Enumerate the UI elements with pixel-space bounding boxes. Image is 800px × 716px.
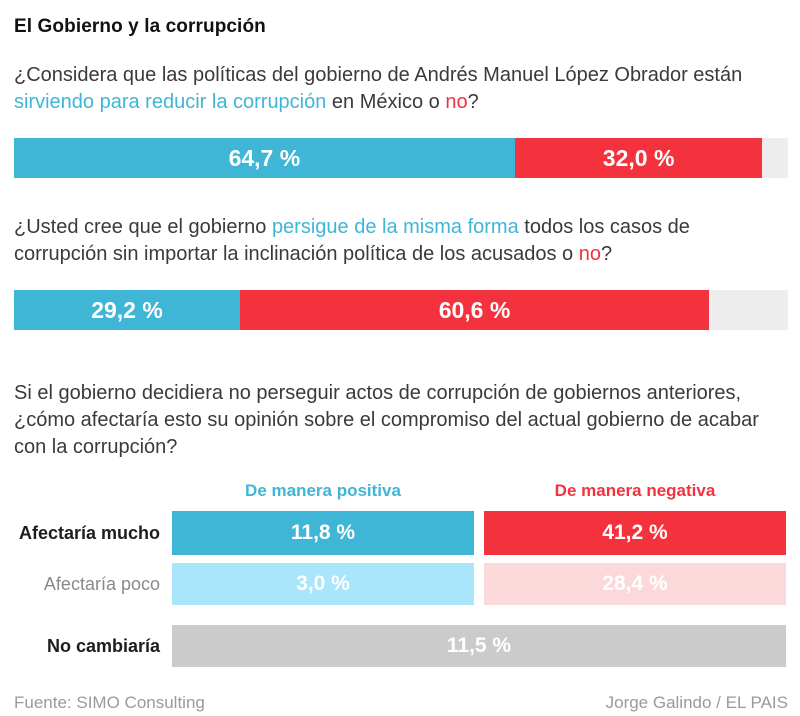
question-text: ?	[467, 91, 479, 113]
value-negative-poco: 28,4 %	[602, 572, 668, 595]
author-credit: Jorge Galindo / EL PAIS	[605, 693, 788, 712]
question-3: Si el gobierno decidiera no perseguir ac…	[14, 380, 786, 461]
bar-neutral-no-cambiaria: 11,5 %	[172, 625, 786, 667]
column-header-negative: De manera negativa	[554, 481, 716, 500]
question-2: ¿Usted cree que el gobierno persigue de …	[14, 214, 786, 268]
q1-negative-value: 32,0 %	[602, 144, 675, 171]
bar-negative-poco: 28,4 %	[484, 563, 786, 605]
value-positive-mucho: 11,8 %	[290, 521, 356, 544]
highlight-positive: persigue de la misma forma	[271, 216, 519, 238]
q3-table: De manera positiva De manera negativa Af…	[14, 481, 786, 667]
value-positive-poco: 3,0 %	[296, 572, 350, 595]
q2-bar-negative: 60,6 %	[240, 290, 710, 330]
row-label: Afectaría mucho	[18, 522, 160, 543]
question-text: Si el gobierno decidiera no perseguir ac…	[14, 382, 759, 458]
footer: Fuente: SIMO Consulting Jorge Galindo / …	[14, 693, 788, 713]
bar-positive-poco: 3,0 %	[172, 563, 474, 605]
column-header-positive: De manera positiva	[245, 481, 401, 500]
bar-positive-mucho: 11,8 %	[172, 511, 474, 555]
question-text: ¿Considera que las políticas del gobiern…	[14, 64, 743, 86]
highlight-negative: no	[578, 243, 601, 265]
q2-negative-value: 60,6 %	[438, 296, 511, 323]
question-1: ¿Considera que las políticas del gobiern…	[14, 62, 786, 116]
q1-positive-value: 64,7 %	[228, 144, 301, 171]
header-spacer	[14, 481, 172, 501]
q2-bar-positive: 29,2 %	[14, 290, 240, 330]
question-text: ¿Usted cree que el gobierno	[14, 216, 272, 238]
row-label: Afectaría poco	[43, 573, 160, 594]
question-text: todos los casos de corrupción sin import…	[14, 216, 690, 265]
table-row-afectaria-poco: Afectaría poco 3,0 % 28,4 %	[14, 563, 786, 605]
q2-bar: 29,2 % 60,6 %	[14, 290, 788, 330]
table-row-afectaria-mucho: Afectaría mucho 11,8 % 41,2 %	[14, 511, 786, 555]
bar-negative-mucho: 41,2 %	[484, 511, 786, 555]
question-text: en México o	[326, 91, 446, 113]
question-text: ?	[601, 243, 613, 265]
page-title: El Gobierno y la corrupción	[14, 16, 266, 37]
highlight-negative: no	[445, 91, 468, 113]
value-negative-mucho: 41,2 %	[602, 521, 668, 544]
row-label: No cambiaría	[46, 635, 160, 656]
q1-bar-negative: 32,0 %	[514, 138, 763, 178]
column-headers: De manera positiva De manera negativa	[14, 481, 786, 501]
highlight-positive: sirviendo para reducir la corrupción	[14, 91, 327, 113]
q1-bar: 64,7 % 32,0 %	[14, 138, 788, 178]
source-credit: Fuente: SIMO Consulting	[14, 693, 205, 712]
q1-bar-positive: 64,7 %	[14, 138, 515, 178]
value-no-cambiaria: 11,5 %	[446, 634, 512, 657]
q2-positive-value: 29,2 %	[91, 296, 163, 323]
table-row-no-cambiaria: No cambiaría 11,5 %	[14, 625, 786, 667]
